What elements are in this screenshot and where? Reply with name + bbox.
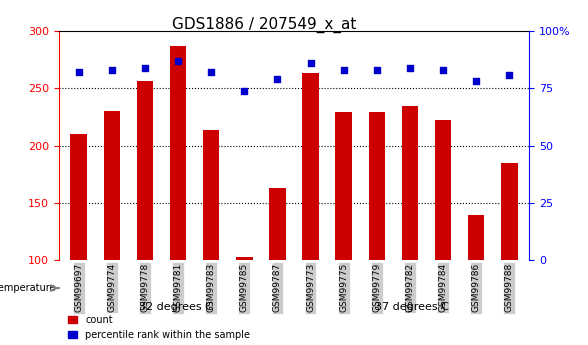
Point xyxy=(206,70,216,75)
Text: GSM99785: GSM99785 xyxy=(240,263,249,312)
Text: GSM99779: GSM99779 xyxy=(372,263,381,312)
Bar xyxy=(170,46,186,260)
Text: temperature: temperature xyxy=(0,283,56,293)
Bar xyxy=(435,120,452,260)
Point xyxy=(405,65,415,70)
Point xyxy=(472,79,481,84)
Bar xyxy=(302,73,319,260)
Text: 32 degrees C: 32 degrees C xyxy=(139,302,213,312)
Point xyxy=(107,67,116,73)
Bar xyxy=(71,134,87,260)
Bar xyxy=(203,130,219,260)
Text: 37 degrees C: 37 degrees C xyxy=(375,302,449,312)
Text: GDS1886 / 207549_x_at: GDS1886 / 207549_x_at xyxy=(172,17,357,33)
Text: GSM99787: GSM99787 xyxy=(273,263,282,312)
Bar xyxy=(335,112,352,260)
Point xyxy=(339,67,349,73)
Text: GSM99775: GSM99775 xyxy=(339,263,348,312)
Text: GSM99786: GSM99786 xyxy=(472,263,481,312)
Bar xyxy=(369,112,385,260)
Point xyxy=(439,67,448,73)
Bar xyxy=(468,216,485,260)
Text: GSM99783: GSM99783 xyxy=(207,263,216,312)
Text: GSM99782: GSM99782 xyxy=(406,263,415,312)
Point xyxy=(74,70,83,75)
Point xyxy=(505,72,514,77)
Text: GSM99778: GSM99778 xyxy=(141,263,149,312)
Bar xyxy=(136,81,153,260)
Bar xyxy=(236,257,253,260)
Point xyxy=(273,76,282,82)
Text: GSM99774: GSM99774 xyxy=(107,263,116,312)
Legend: count, percentile rank within the sample: count, percentile rank within the sample xyxy=(64,311,254,344)
Text: GSM99788: GSM99788 xyxy=(505,263,514,312)
Bar xyxy=(501,163,517,260)
Point xyxy=(372,67,382,73)
Bar xyxy=(103,111,120,260)
Bar xyxy=(402,106,418,260)
Point xyxy=(173,58,183,63)
Point xyxy=(140,65,149,70)
Text: GSM99697: GSM99697 xyxy=(74,263,83,312)
Text: GSM99781: GSM99781 xyxy=(173,263,182,312)
Text: GSM99784: GSM99784 xyxy=(439,263,447,312)
Text: GSM99773: GSM99773 xyxy=(306,263,315,312)
Point xyxy=(306,60,315,66)
Point xyxy=(239,88,249,93)
Bar xyxy=(269,188,286,260)
